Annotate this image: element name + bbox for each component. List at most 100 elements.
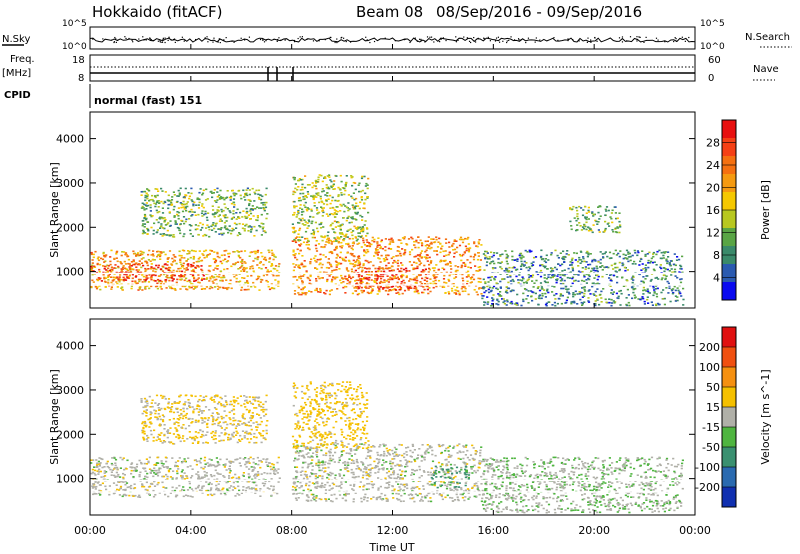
data-cell [583, 275, 586, 278]
data-cell [464, 290, 467, 292]
data-cell [328, 275, 331, 277]
data-cell [376, 451, 379, 454]
data-cell [211, 464, 214, 466]
data-cell [414, 281, 417, 284]
data-cell [132, 469, 136, 472]
data-cell [665, 275, 668, 277]
data-cell [527, 278, 530, 281]
data-cell [604, 208, 607, 211]
data-cell [257, 196, 261, 199]
data-cell [351, 248, 354, 251]
data-cell [150, 267, 153, 269]
data-cell [189, 281, 192, 283]
data-cell [203, 250, 206, 253]
data-cell [141, 485, 144, 488]
data-cell [520, 257, 523, 259]
noise-point [466, 37, 468, 39]
data-cell [325, 186, 328, 189]
noise-point [510, 36, 512, 38]
data-cell [226, 190, 229, 192]
data-cell [543, 277, 546, 279]
data-cell [379, 498, 382, 500]
data-cell [233, 206, 236, 208]
data-cell [106, 264, 109, 267]
data-cell [267, 285, 270, 288]
data-cell [382, 268, 385, 270]
data-cell [492, 254, 495, 257]
data-cell [349, 262, 353, 265]
data-cell [344, 234, 347, 237]
data-cell [391, 240, 394, 243]
data-cell [587, 209, 590, 212]
data-cell [574, 259, 577, 261]
data-cell [465, 444, 468, 447]
data-cell [384, 256, 388, 259]
data-cell [291, 223, 294, 225]
data-cell [448, 274, 451, 277]
noise-point [297, 37, 299, 40]
data-cell [158, 202, 161, 204]
noise-point [384, 37, 386, 39]
data-cell [421, 291, 424, 294]
data-cell [431, 267, 434, 269]
data-cell [261, 255, 264, 258]
data-cell [132, 476, 135, 478]
data-cell [584, 216, 587, 218]
data-cell [108, 485, 111, 487]
data-cell [155, 231, 158, 234]
data-cell [395, 273, 398, 276]
data-cell [189, 229, 192, 232]
data-cell [653, 292, 656, 294]
data-cell [382, 258, 385, 260]
data-cell [96, 482, 99, 484]
data-cell [366, 497, 369, 499]
data-cell [230, 232, 233, 235]
data-cell [435, 250, 438, 252]
data-cell [392, 262, 395, 264]
noise-point [284, 39, 286, 41]
data-cell [316, 209, 319, 211]
data-cell [201, 192, 205, 195]
data-cell [200, 466, 203, 469]
data-cell [643, 289, 646, 291]
data-cell [464, 489, 468, 492]
data-cell [338, 232, 342, 234]
data-cell [303, 219, 306, 221]
data-cell [180, 254, 183, 257]
data-cell [163, 220, 166, 222]
data-cell [256, 251, 259, 254]
data-cell [340, 454, 344, 456]
data-cell [176, 195, 179, 197]
data-cell [557, 263, 560, 265]
data-cell [540, 288, 543, 290]
data-cell [297, 266, 300, 268]
data-cell [495, 287, 498, 290]
data-cell [541, 264, 544, 266]
data-cell [527, 302, 530, 304]
data-cell [466, 456, 469, 459]
data-cell [616, 281, 619, 284]
data-cell [371, 239, 374, 242]
noise-point [343, 37, 345, 39]
noise-point [506, 41, 508, 44]
data-cell [570, 285, 573, 287]
data-cell [470, 281, 473, 283]
data-cell [292, 269, 295, 272]
data-cell [409, 278, 412, 280]
data-cell [158, 253, 161, 256]
data-cell [550, 252, 553, 254]
data-cell [415, 240, 418, 243]
data-cell [452, 242, 455, 245]
data-cell [119, 487, 122, 490]
data-cell [245, 487, 248, 489]
data-cell [677, 289, 680, 292]
data-cell [591, 267, 594, 270]
data-cell [294, 191, 297, 194]
data-cell [249, 218, 252, 220]
data-cell [362, 489, 365, 491]
data-cell [91, 273, 94, 276]
data-cell [191, 235, 194, 237]
data-cell [242, 189, 245, 192]
data-cell [266, 271, 269, 273]
data-cell [575, 219, 578, 222]
